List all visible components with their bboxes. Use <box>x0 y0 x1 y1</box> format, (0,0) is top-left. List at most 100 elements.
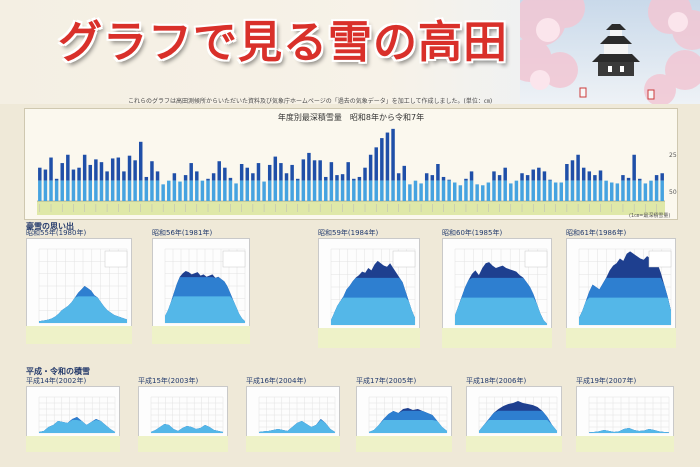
snow-panel-svg <box>368 396 448 434</box>
snow-panel-chart <box>26 238 132 328</box>
bar-upper <box>239 164 244 181</box>
snow-panel: 昭和55年(1980年) <box>26 229 132 348</box>
bar-lower <box>133 180 137 201</box>
section-recent-title: 平成・令和の積雪 <box>26 367 90 376</box>
bar-lower <box>161 184 165 201</box>
bar-upper <box>105 171 109 181</box>
section-heavy-snow-title: 豪雪の思い出 <box>26 222 74 231</box>
bar-upper <box>99 162 104 181</box>
y-tick-label: 250 <box>669 152 677 159</box>
bar-lower <box>251 180 255 201</box>
bar-upper <box>593 175 597 181</box>
snow-panel-chart <box>138 386 228 438</box>
bar-lower <box>346 180 350 201</box>
snow-panel-notes <box>318 328 420 348</box>
bar-lower <box>424 180 429 201</box>
bar-lower <box>363 180 367 201</box>
snow-panel-notes <box>466 436 562 452</box>
snow-depth-area-base <box>369 420 447 433</box>
bar-upper <box>469 171 474 181</box>
bar-upper <box>318 160 322 181</box>
bar-lower <box>492 180 496 201</box>
bar-upper <box>273 156 278 181</box>
bar-lower <box>385 180 390 201</box>
bar-lower <box>228 180 233 201</box>
snow-depth-area-base <box>259 420 335 433</box>
bar-lower <box>570 180 575 201</box>
bar-upper <box>329 162 334 181</box>
bar-lower <box>391 180 395 201</box>
snow-panel-title: 平成14年(2002年) <box>26 377 87 385</box>
snow-panel-svg <box>38 248 128 324</box>
bar-lower <box>503 180 507 201</box>
panel-legend-box <box>648 250 672 268</box>
snow-depth-area-base <box>39 296 127 323</box>
bar-upper <box>133 160 137 181</box>
snow-panel-title: 平成15年(2003年) <box>138 377 199 385</box>
bar-lower <box>559 182 564 201</box>
bar-lower <box>542 180 547 201</box>
bar-upper <box>290 164 294 181</box>
bar-upper <box>346 162 350 181</box>
bar-lower <box>82 180 87 201</box>
bar-lower <box>144 180 149 201</box>
bar-upper <box>565 164 569 181</box>
bar-upper <box>279 163 283 181</box>
snow-panel-svg <box>454 248 548 326</box>
panel-legend-box <box>524 250 548 268</box>
bar-lower <box>576 180 580 201</box>
bar-upper <box>122 171 126 181</box>
x-axis-band <box>37 201 665 215</box>
snow-panel: 平成18年(2006年) <box>466 377 562 456</box>
bar-upper <box>189 163 193 181</box>
bar-lower <box>183 180 188 201</box>
bar-lower <box>660 180 664 201</box>
bar-lower <box>340 180 345 201</box>
bar-lower <box>604 180 608 201</box>
snow-panel-chart <box>152 238 250 328</box>
snow-panel-notes <box>566 328 676 348</box>
bar-upper <box>654 175 659 181</box>
bar-upper <box>301 159 306 181</box>
bar-upper <box>380 138 384 181</box>
bar-lower <box>195 180 199 201</box>
bar-lower <box>94 180 98 201</box>
bar-lower <box>565 180 569 201</box>
bar-lower <box>66 180 70 201</box>
bar-lower <box>632 180 636 201</box>
snow-panel-svg <box>38 396 116 434</box>
snow-panel-svg <box>258 396 336 434</box>
bar-lower <box>357 180 362 201</box>
bar-lower <box>497 180 502 201</box>
snow-panel-title: 昭和59年(1984年) <box>318 229 379 237</box>
snow-panel-svg <box>330 248 416 326</box>
bar-upper <box>43 169 48 181</box>
bar-upper <box>110 158 115 181</box>
bar-lower <box>178 181 182 201</box>
bar-upper <box>284 173 289 181</box>
bar-upper <box>520 173 524 181</box>
snow-depth-area-base <box>579 297 671 325</box>
bar-upper <box>88 164 93 181</box>
bar-lower <box>368 180 373 201</box>
bar-lower <box>514 180 519 201</box>
bar-lower <box>77 180 81 201</box>
bar-upper <box>94 159 98 181</box>
bar-lower <box>99 180 104 201</box>
bar-lower <box>267 180 272 201</box>
bar-upper <box>66 154 70 181</box>
bar-upper <box>570 160 575 181</box>
bar-upper <box>228 177 233 181</box>
snow-panel-title: 平成18年(2006年) <box>466 377 527 385</box>
bar-lower <box>649 180 653 201</box>
bar-lower <box>138 180 143 201</box>
bar-lower <box>447 180 451 201</box>
bar-lower <box>643 183 648 201</box>
bar-lower <box>509 183 513 201</box>
bar-lower <box>54 180 59 201</box>
bar-lower <box>352 180 356 201</box>
snow-panel: 平成14年(2002年) <box>26 377 120 456</box>
bar-lower <box>290 180 294 201</box>
bar-lower <box>167 180 171 201</box>
